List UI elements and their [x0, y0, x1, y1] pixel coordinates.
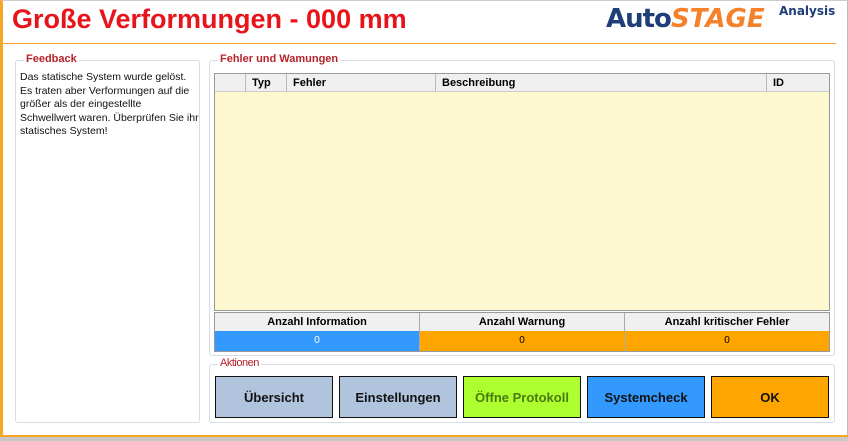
column-header-select[interactable]: [215, 74, 245, 92]
bottom-border: [0, 435, 848, 437]
logo-stage: STAGE: [670, 4, 765, 34]
header-divider: [0, 43, 836, 44]
errors-table[interactable]: Typ Fehler Beschreibung ID: [214, 73, 830, 311]
column-header-fehler[interactable]: Fehler: [286, 74, 435, 92]
actions-label: Aktionen: [218, 357, 261, 369]
column-header-typ[interactable]: Typ: [245, 74, 286, 92]
settings-button[interactable]: Einstellungen: [339, 376, 457, 418]
open-protocol-button[interactable]: Öffne Protokoll: [463, 376, 581, 418]
column-header-beschreibung[interactable]: Beschreibung: [435, 74, 766, 92]
table-header: Typ Fehler Beschreibung ID: [215, 74, 829, 92]
page-title: Große Verformungen - 000 mm: [12, 4, 407, 34]
feedback-group: Feedback Das statische System wurde gelö…: [15, 53, 200, 423]
actions-group: Aktionen: [209, 357, 835, 423]
summary-value-warning: 0: [419, 331, 624, 351]
logo-auto: Auto: [606, 4, 672, 34]
feedback-label: Feedback: [24, 53, 79, 65]
autostage-logo: AutoSTAGE Analysis: [606, 4, 835, 38]
errors-label: Fehler und Wamungen: [218, 53, 341, 65]
systemcheck-button[interactable]: Systemcheck: [587, 376, 705, 418]
summary-value-critical: 0: [624, 331, 829, 351]
bottom-bar: [0, 437, 848, 441]
column-header-id[interactable]: ID: [766, 74, 829, 92]
summary-value-information: 0: [215, 331, 419, 351]
summary-header-warning: Anzahl Warnung: [419, 313, 624, 331]
errors-group: Fehler und Wamungen: [209, 53, 835, 356]
feedback-text: Das statische System wurde gelöst. Es tr…: [20, 71, 199, 138]
logo-analysis: Analysis: [779, 4, 836, 18]
summary-header-critical: Anzahl kritischer Fehler: [624, 313, 829, 331]
summary-header-information: Anzahl Information: [267, 316, 367, 328]
ok-button[interactable]: OK: [711, 376, 829, 418]
overview-button[interactable]: Übersicht: [215, 376, 333, 418]
summary-table: Anzahl Information Anzahl Warnung Anzahl…: [214, 312, 830, 352]
